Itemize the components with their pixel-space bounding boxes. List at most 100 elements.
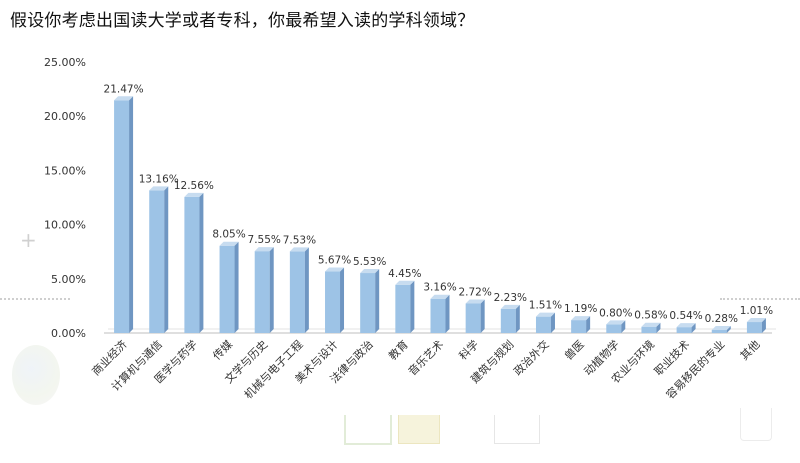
bar bbox=[219, 241, 239, 333]
bar-front bbox=[254, 251, 270, 333]
bar-top bbox=[641, 322, 661, 327]
data-label: 0.54% bbox=[669, 310, 702, 322]
bar-front bbox=[114, 100, 130, 333]
bar-top bbox=[746, 318, 766, 323]
category-label: 科学 bbox=[456, 337, 481, 362]
data-label: 1.51% bbox=[529, 300, 562, 312]
category-label: 音乐艺术 bbox=[405, 337, 446, 378]
bar-side bbox=[691, 323, 696, 333]
bar-top bbox=[711, 325, 731, 330]
data-label: 2.23% bbox=[494, 292, 527, 304]
bar-top bbox=[430, 294, 450, 299]
bar-top bbox=[571, 316, 591, 321]
bar-top bbox=[535, 312, 555, 317]
bar-side bbox=[550, 312, 555, 333]
bar bbox=[289, 247, 309, 333]
bar-side bbox=[164, 186, 169, 333]
bar-front bbox=[535, 316, 551, 333]
y-tick-label: 25.00% bbox=[44, 56, 86, 69]
bar-front bbox=[571, 320, 587, 333]
bar-side bbox=[199, 192, 204, 333]
bar-side bbox=[375, 269, 380, 333]
data-labels: 21.47% 13.16%12.56% 8.05% 7.55% 7.53%5.67% 5.… bbox=[104, 83, 774, 325]
data-label: 13.16% bbox=[139, 173, 179, 185]
bar-front bbox=[184, 196, 200, 333]
bar-side bbox=[515, 304, 520, 333]
bar-side bbox=[410, 280, 415, 333]
data-label: 5.67% bbox=[318, 255, 351, 267]
decorative-dotted-line-right bbox=[720, 298, 800, 300]
bar-top bbox=[289, 247, 309, 252]
bar bbox=[746, 318, 766, 333]
data-label: 21.47% bbox=[104, 83, 144, 95]
data-label: 7.55% bbox=[248, 234, 281, 246]
y-tick-label: 5.00% bbox=[51, 273, 86, 286]
y-axis: 0.00% 5.00% 10.00% 15.00% 20.00% 25.00% bbox=[44, 56, 86, 340]
bar-front bbox=[746, 322, 762, 333]
data-label: 0.80% bbox=[599, 307, 632, 319]
decorative-dotted-line-left bbox=[0, 298, 70, 300]
bar bbox=[571, 316, 591, 333]
data-label: 1.19% bbox=[564, 303, 597, 315]
bar-front bbox=[606, 324, 622, 333]
bar-top bbox=[219, 241, 239, 246]
bar-side bbox=[586, 316, 591, 333]
category-label: 容易移民的专业 bbox=[663, 337, 727, 401]
bar-top bbox=[465, 299, 485, 304]
bar bbox=[676, 323, 696, 333]
data-label: 4.45% bbox=[388, 268, 421, 280]
category-label: 教育 bbox=[386, 337, 411, 362]
bar-front bbox=[395, 284, 411, 333]
bar-front bbox=[641, 326, 657, 333]
bar-side bbox=[656, 322, 661, 333]
bar-side bbox=[269, 247, 274, 333]
bar-side bbox=[726, 325, 731, 333]
decorative-globe-icon bbox=[12, 345, 60, 405]
bar-top bbox=[254, 247, 274, 252]
y-tick-label: 15.00% bbox=[44, 164, 86, 177]
bar-top bbox=[325, 267, 345, 272]
bar bbox=[395, 280, 415, 333]
data-label: 7.53% bbox=[283, 234, 316, 246]
data-label: 5.53% bbox=[353, 256, 386, 268]
decorative-box-icon bbox=[494, 415, 540, 444]
bar-side bbox=[621, 320, 626, 333]
bar bbox=[465, 299, 485, 333]
category-label: 政治外交 bbox=[511, 337, 552, 378]
category-label: 兽医 bbox=[561, 337, 586, 362]
decorative-cup-icon bbox=[740, 408, 772, 441]
data-label: 12.56% bbox=[174, 180, 214, 192]
decorative-plus-icon: + bbox=[20, 228, 37, 252]
y-tick-label: 20.00% bbox=[44, 110, 86, 123]
bar bbox=[430, 294, 450, 333]
bar-side bbox=[234, 241, 239, 333]
bar-side bbox=[761, 318, 766, 333]
bar-front bbox=[711, 329, 727, 333]
bar-top bbox=[676, 323, 696, 328]
bar bbox=[641, 322, 661, 333]
category-label: 传媒 bbox=[210, 338, 235, 363]
bar bbox=[184, 192, 204, 333]
bar-side bbox=[340, 267, 345, 333]
category-label: 机械与电子工程 bbox=[241, 337, 305, 401]
bar-front bbox=[149, 190, 165, 333]
bar-side bbox=[129, 96, 134, 333]
bar-top bbox=[114, 96, 134, 101]
data-label: 8.05% bbox=[212, 229, 245, 241]
decorative-box-icon bbox=[344, 415, 392, 445]
decorative-box-icon bbox=[398, 415, 440, 444]
data-label: 0.58% bbox=[634, 310, 667, 322]
bar-top bbox=[184, 192, 204, 197]
bar-side bbox=[304, 247, 309, 333]
bar-front bbox=[676, 327, 692, 333]
bar bbox=[535, 312, 555, 333]
bar bbox=[711, 325, 731, 333]
bar-front bbox=[219, 245, 235, 333]
bar-front bbox=[360, 273, 376, 333]
category-labels: 商业经济计算机与通信医学与药学 传媒文学与历史机械与电子工程美术与设计法律与政治教… bbox=[89, 337, 763, 401]
chart-title: 假设你考虑出国读大学或者专科，你最希望入读的学科领域？ bbox=[10, 11, 475, 31]
bar-front bbox=[289, 251, 305, 333]
bar-front bbox=[325, 271, 341, 333]
bar bbox=[114, 96, 134, 333]
